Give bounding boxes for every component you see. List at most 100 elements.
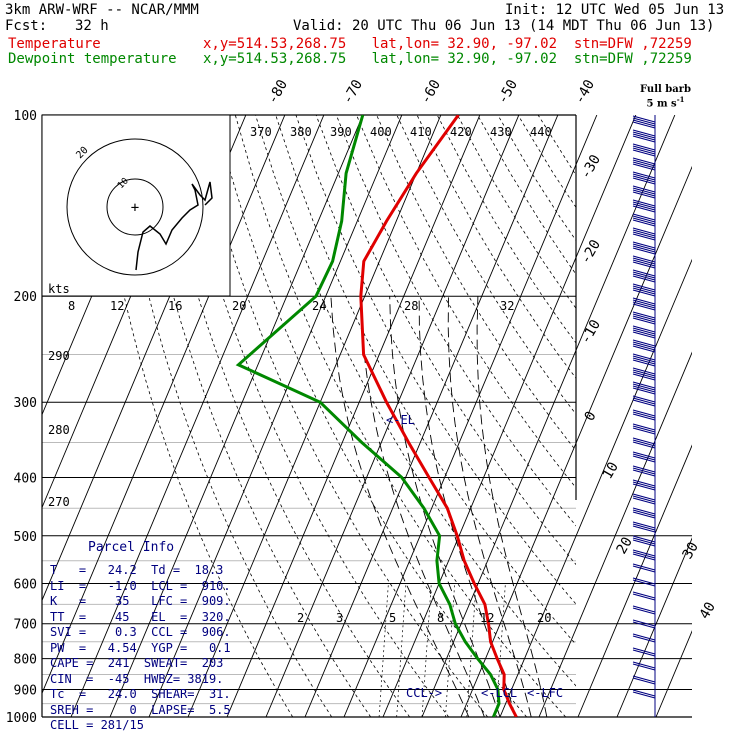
lcl-marker: <-LCL: [481, 686, 517, 700]
wind-barb: [632, 261, 656, 269]
wind-barb: [632, 215, 656, 223]
wind-barb: [632, 619, 656, 627]
wind-barb: [632, 325, 656, 333]
wind-barb: [632, 273, 656, 281]
wind-barb: [632, 649, 656, 657]
wind-barb: [632, 537, 656, 545]
isotherm: [577, 444, 692, 717]
parcel-info-row: T = 24.2 Td = 18.3: [50, 563, 224, 577]
hodograph-trace: [135, 181, 213, 271]
wind-barb: [632, 133, 656, 141]
hodograph-center: +: [131, 200, 139, 216]
wind-barb: [632, 397, 656, 405]
pressure-label-500: 500: [14, 530, 37, 545]
dry-adiabat: [295, 115, 576, 605]
barb-legend-exponent: -1: [676, 95, 685, 104]
theta-label: 420: [450, 125, 472, 139]
isotherm-label: -40: [572, 77, 599, 107]
wind-barb: [632, 647, 656, 655]
theta-label: 370: [250, 125, 272, 139]
mixing-ratio-label: 20: [537, 611, 551, 625]
dry-adiabat: [214, 115, 528, 717]
wind-barb: [632, 523, 656, 531]
dry-adiabat: [174, 115, 450, 717]
parcel-info-panel: Parcel Info T = 24.2 Td = 18.3 LI = -1.0 …: [48, 540, 234, 732]
barb-legend-line1: Full barb: [640, 84, 692, 95]
wind-barb: [632, 579, 656, 587]
wind-barb: [632, 369, 656, 377]
wind-barb: [632, 497, 656, 505]
theta-label: 390: [330, 125, 352, 139]
speed-label: 12: [110, 299, 124, 313]
wind-barb: [632, 129, 656, 137]
isotherm-label: -30: [578, 152, 605, 182]
temperature-legend-label: Temperature: [8, 36, 101, 52]
theta-label: 400: [370, 125, 392, 139]
wind-barb: [632, 269, 656, 277]
wind-barb: [632, 331, 656, 339]
wind-barb: [632, 173, 656, 181]
isotherm: [226, 115, 481, 717]
isotherm-label: -50: [495, 77, 522, 107]
wind-barb: [632, 315, 656, 323]
wind-barb: [632, 427, 656, 435]
isotherm: [109, 115, 364, 717]
wind-barb: [632, 163, 656, 171]
dry-adiabat-label: 290: [48, 349, 70, 363]
wind-barb: [632, 245, 656, 253]
wind-barb: [632, 465, 656, 473]
wind-barb: [632, 117, 656, 125]
pressure-label-900: 900: [14, 683, 37, 698]
pressure-label-1000: 1000: [6, 711, 37, 726]
dry-adiabat: [335, 115, 576, 527]
wind-barb: [632, 551, 656, 559]
isotherm: [655, 630, 692, 717]
isotherm-label: 20: [614, 534, 636, 557]
wind-barb: [632, 177, 656, 185]
wind-barb: [632, 467, 656, 475]
wind-barb: [632, 605, 656, 613]
pressure-label-700: 700: [14, 618, 37, 633]
wind-barb: [632, 689, 656, 697]
wind-barb: [632, 175, 656, 183]
wind-barb: [632, 303, 656, 311]
wind-barb: [632, 157, 656, 165]
wind-barb: [632, 635, 656, 643]
wind-barb: [632, 353, 656, 361]
wind-barb: [632, 255, 656, 263]
hodograph-ring: [66, 138, 204, 276]
dewpoint-line: [235, 115, 501, 717]
wind-barb: [632, 271, 656, 279]
parcel-info-row: TT = 45 EL = 320.: [50, 609, 231, 624]
wind-barb: [632, 483, 656, 491]
wind-barb: [632, 345, 656, 353]
valid-time: Valid: 20 UTC Thu 06 Jun 13 (14 MDT Thu …: [293, 18, 715, 34]
isotherm-label: -60: [418, 77, 445, 107]
dry-adiabat: [134, 115, 372, 717]
isotherm: [421, 115, 676, 717]
barb-legend-line2: 5 m s: [646, 98, 677, 110]
wind-barb: [632, 591, 656, 599]
wind-barb: [632, 135, 656, 143]
wind-barb: [632, 199, 656, 207]
wind-barb: [632, 283, 656, 291]
wind-barb: [632, 439, 656, 447]
lfc-marker: <-LFC: [527, 686, 563, 700]
wind-barb: [632, 227, 656, 235]
wind-barb: [632, 301, 656, 309]
pressure-label-600: 600: [14, 577, 37, 592]
pressure-label-100: 100: [14, 109, 37, 124]
wind-barb: [632, 399, 656, 407]
wind-barb: [632, 425, 656, 433]
moist-adiabat: [447, 296, 532, 717]
wind-barb: [632, 327, 656, 335]
wind-barb: [632, 479, 656, 487]
theta-label: 440: [530, 125, 552, 139]
speed-label: kts: [48, 282, 70, 296]
wind-barb: [632, 355, 656, 363]
wind-barb: [632, 621, 656, 629]
wind-barb: [632, 205, 656, 213]
init-time: Init: 12 UTC Wed 05 Jun 13: [505, 2, 725, 18]
moist-adiabat: [359, 296, 485, 717]
mixing-ratio-line: [378, 583, 389, 717]
